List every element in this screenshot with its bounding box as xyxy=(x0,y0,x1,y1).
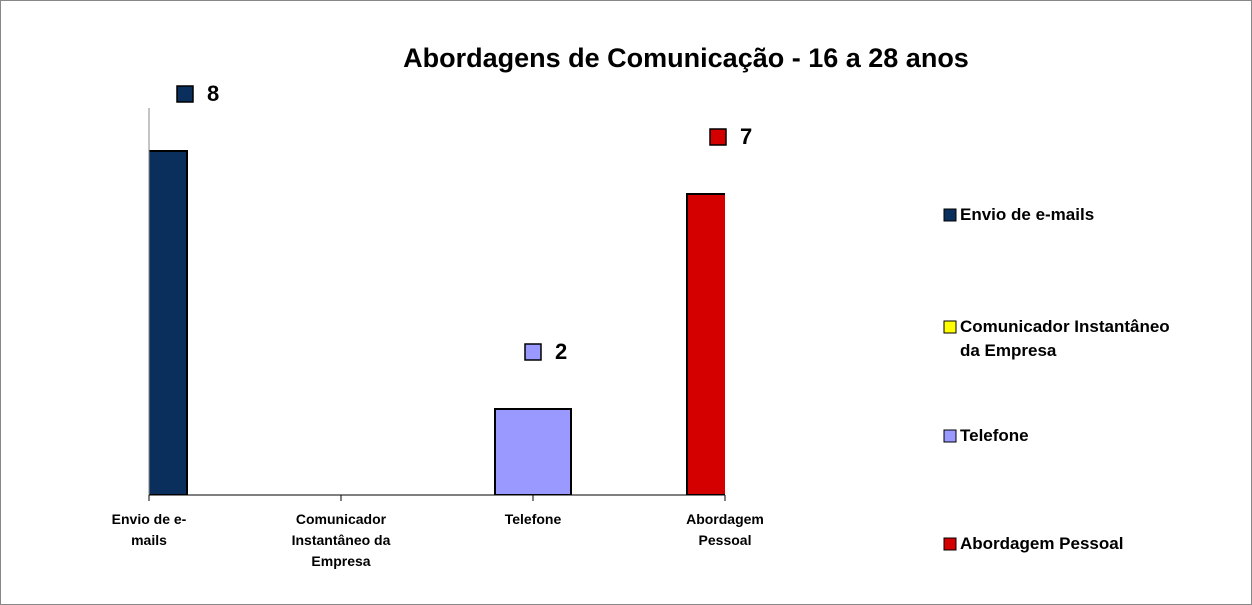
x-tick-label: Envio de e-mails xyxy=(112,511,187,548)
bar xyxy=(494,408,572,495)
plot xyxy=(149,150,725,495)
legend-label: Abordagem Pessoal xyxy=(960,534,1123,553)
value-label-key xyxy=(176,85,194,103)
bar xyxy=(149,150,188,495)
x-tick-label: Telefone xyxy=(505,511,562,527)
x-tick-label: Abordagem Pessoal xyxy=(686,511,764,548)
legend-label: Comunicador Instantâneo da Empresa xyxy=(960,317,1170,360)
value-label-key xyxy=(709,128,727,146)
legend-key xyxy=(943,320,957,334)
value-label-key xyxy=(524,343,542,361)
value-label: 2 xyxy=(555,339,567,364)
legend-key xyxy=(943,537,957,551)
value-label: 7 xyxy=(740,124,752,149)
legend-key xyxy=(943,208,957,222)
bar xyxy=(686,193,725,495)
legend-key xyxy=(943,429,957,443)
legend-label: Envio de e-mails xyxy=(960,205,1094,224)
legend-label: Telefone xyxy=(960,426,1029,445)
value-label: 8 xyxy=(207,81,219,106)
x-tick-label: Comunicador Instantâneo da Empresa xyxy=(292,511,391,569)
chart-title: Abordagens de Comunicação - 16 a 28 anos xyxy=(403,43,969,73)
